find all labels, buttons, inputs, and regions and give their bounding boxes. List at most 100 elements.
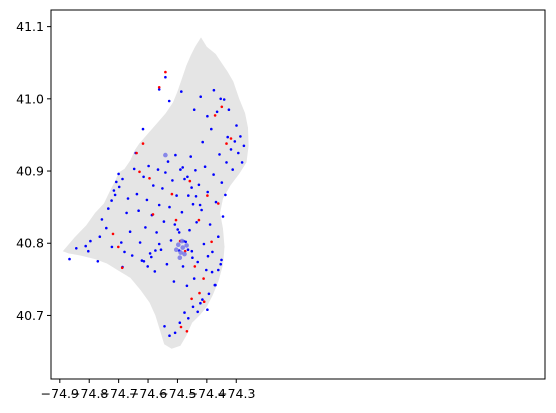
data-point: [132, 167, 136, 171]
data-point: [147, 164, 150, 168]
data-point: [190, 249, 194, 253]
data-point: [197, 218, 201, 222]
data-point: [227, 108, 231, 111]
data-point: [156, 168, 160, 171]
data-point: [130, 254, 134, 257]
data-point: [117, 185, 121, 189]
data-point: [190, 186, 193, 189]
data-point: [210, 270, 214, 274]
data-point: [110, 199, 113, 202]
data-point: [217, 268, 220, 272]
data-point: [225, 161, 228, 164]
data-point: [225, 142, 228, 145]
data-point: [87, 249, 90, 253]
data-point: [217, 235, 220, 238]
data-point: [176, 242, 181, 247]
data-point: [226, 135, 229, 139]
data-point: [224, 193, 227, 197]
data-point: [218, 153, 221, 156]
data-point: [157, 242, 161, 246]
data-point: [89, 239, 92, 243]
data-point: [155, 231, 158, 234]
data-point: [194, 195, 198, 198]
data-point: [205, 268, 208, 272]
data-point: [157, 88, 161, 91]
data-point: [213, 114, 217, 117]
data-point: [142, 260, 146, 263]
data-point: [120, 241, 123, 244]
data-point: [211, 250, 214, 254]
data-point: [151, 213, 155, 216]
scatter-points: [68, 70, 246, 338]
data-point: [188, 179, 192, 183]
data-point: [191, 202, 195, 206]
data-point: [142, 175, 145, 179]
data-point: [159, 248, 163, 251]
data-point: [237, 151, 240, 155]
data-point: [187, 194, 190, 197]
data-point: [179, 325, 183, 329]
data-point: [196, 260, 199, 264]
data-point: [110, 245, 114, 249]
data-point: [164, 70, 167, 74]
y-tick-label: 40.9: [16, 164, 44, 179]
data-point: [200, 208, 203, 212]
data-point: [201, 140, 204, 144]
data-point: [164, 171, 167, 174]
data-point: [146, 265, 149, 268]
data-point: [206, 190, 209, 194]
data-point: [84, 244, 87, 248]
data-point: [240, 161, 244, 164]
data-point: [194, 169, 197, 172]
data-point: [201, 298, 204, 301]
data-point: [135, 151, 138, 155]
data-point: [188, 228, 191, 232]
data-point: [180, 90, 183, 93]
data-point: [221, 215, 225, 218]
data-point: [113, 193, 117, 197]
data-point: [219, 262, 222, 266]
data-point: [137, 209, 140, 212]
data-point: [206, 194, 209, 197]
data-point: [199, 301, 202, 305]
data-point: [233, 140, 237, 143]
x-tick-label: −74.9: [41, 386, 79, 401]
data-point: [206, 254, 210, 258]
data-point: [215, 110, 219, 114]
data-point: [220, 181, 224, 184]
data-point: [196, 310, 199, 314]
y-tick-label: 40.8: [16, 236, 44, 251]
data-point: [177, 231, 181, 234]
data-point: [128, 230, 132, 233]
plot-area: [62, 37, 249, 349]
x-tick-label: −74.6: [129, 386, 167, 401]
data-point: [141, 142, 145, 145]
data-point: [145, 198, 149, 202]
data-point: [175, 194, 178, 197]
y-axis: 40.7 40.8 40.9 41.0 41.1: [16, 19, 51, 323]
data-point: [199, 95, 202, 98]
data-point: [202, 242, 206, 246]
data-point: [183, 311, 186, 314]
x-axis: −74.9−74.8−74.7−74.6−74.5−74.4−74.3: [41, 379, 255, 401]
data-point: [192, 108, 196, 111]
data-point: [210, 127, 213, 131]
data-point: [117, 172, 120, 176]
data-point: [125, 211, 128, 215]
data-point: [112, 189, 116, 192]
data-point: [100, 218, 104, 221]
data-point: [208, 223, 212, 226]
data-point: [207, 292, 211, 296]
data-point: [152, 184, 155, 187]
data-point: [174, 153, 177, 157]
data-point: [150, 255, 153, 259]
data-point: [75, 247, 78, 250]
data-point: [161, 187, 164, 190]
data-point: [184, 243, 189, 248]
data-point: [235, 124, 238, 127]
data-point: [174, 247, 179, 252]
data-point: [191, 305, 195, 309]
data-point: [171, 179, 174, 182]
data-point: [162, 220, 166, 223]
